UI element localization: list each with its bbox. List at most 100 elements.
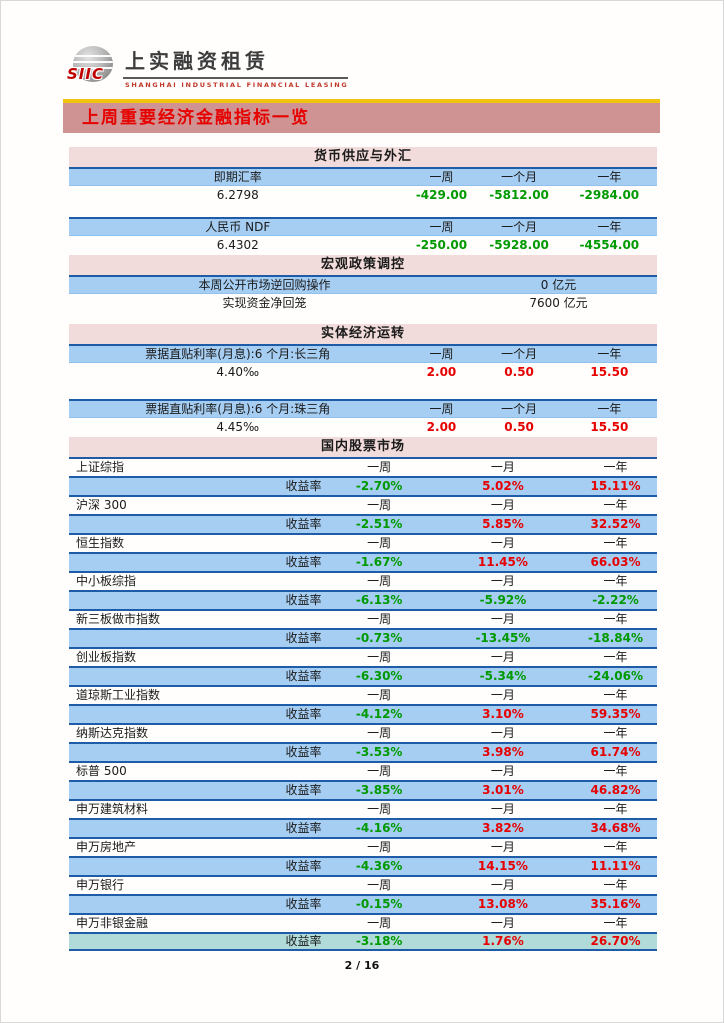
col-week: 一周 [367,536,392,550]
index-name: 上证综指 [76,460,125,474]
return-week: -3.85% [355,783,403,797]
row-label: 票据直贴利率(月息):6 个月:长三角 [145,346,331,361]
return-month: 3.98% [482,745,524,759]
index-name-row: 新三板做市指数 一周 一月 一年 [69,609,657,628]
logo-company-name-en: SHANGHAI INDUSTRIAL FINANCIAL LEASING [125,81,349,89]
index-name: 申万建筑材料 [76,802,149,816]
index-name-row: 申万非银金融 一周 一月 一年 [69,913,657,932]
section-header-macro-policy: 宏观政策调控 [69,255,657,275]
return-week: -3.18% [355,934,403,948]
col-year: 一年 [603,574,628,588]
logo-company-name-cn: 上实融资租赁 [123,43,349,79]
return-month: -5.92% [479,593,527,607]
return-year: 61.74% [590,745,641,759]
col-week: 一周 [367,612,392,626]
return-month: 1.76% [482,934,524,948]
company-logo: SIIC 上实融资租赁 SHANGHAI INDUSTRIAL FINANCIA… [67,43,723,89]
col-week: 一周 [429,219,454,234]
change-year: -2984.00 [579,188,640,202]
index-name-row: 创业板指数 一周 一月 一年 [69,647,657,666]
change-week: 2.00 [426,420,457,434]
change-year: 15.50 [590,420,629,434]
col-month: 一月 [490,916,515,930]
change-week: -429.00 [415,188,468,202]
indicator-tables: 货币供应与外汇 即期汇率 一周 一个月 一年 6.2798 -429.00 -5… [69,147,657,951]
return-month: -5.34% [479,669,527,683]
yield-label: 收益率 [285,897,322,911]
section-header-money-fx: 货币供应与外汇 [69,147,657,167]
index-yield-row: 收益率 -0.73% -13.45% -18.84% [69,628,657,647]
index-name: 沪深 300 [76,498,127,512]
index-yield-row: 收益率 -1.67% 11.45% 66.03% [69,552,657,571]
stock-index-block: 恒生指数 一周 一月 一年 收益率 -1.67% 11.45% 66.03% [69,533,657,571]
col-week: 一周 [367,650,392,664]
change-month: 0.50 [504,420,534,434]
index-name-row: 申万银行 一周 一月 一年 [69,875,657,894]
yield-label: 收益率 [285,859,322,873]
return-year: 34.68% [590,821,641,835]
page-number: 2 / 16 [344,959,380,972]
yield-label: 收益率 [285,555,322,569]
col-month: 一月 [490,878,515,892]
col-year: 一年 [603,536,628,550]
index-name: 道琼斯工业指数 [76,688,161,702]
stock-index-block: 申万房地产 一周 一月 一年 收益率 -4.36% 14.15% 11.11% [69,837,657,875]
stock-rows: 上证综指 一周 一月 一年 收益率 -2.70% 5.02% 15.11% 沪深… [69,457,657,951]
return-year: 26.70% [590,934,641,948]
col-month: 一月 [490,840,515,854]
col-year: 一年 [597,219,622,234]
change-week: -250.00 [415,238,468,252]
index-name: 纳斯达克指数 [76,726,149,740]
return-year: -18.84% [588,631,643,645]
index-yield-row: 收益率 -4.36% 14.15% 11.11% [69,856,657,875]
return-year: -24.06% [588,669,643,683]
return-year: 66.03% [590,555,641,569]
return-month: 3.10% [482,707,524,721]
index-name-row: 沪深 300 一周 一月 一年 [69,495,657,514]
table-data-row: 4.40‰ 2.00 0.50 15.50 [69,363,657,382]
change-month: -5812.00 [489,188,549,202]
macro-value: 0 亿元 [540,277,577,292]
col-month: 一个月 [501,346,538,361]
col-year: 一年 [603,840,628,854]
stock-index-block: 申万非银金融 一周 一月 一年 收益率 -3.18% 1.76% 26.70% [69,913,657,951]
index-name-row: 中小板综指 一周 一月 一年 [69,571,657,590]
index-name: 新三板做市指数 [76,612,161,626]
yield-label: 收益率 [285,783,322,797]
return-year: 46.82% [590,783,641,797]
index-yield-row: 收益率 -3.18% 1.76% 26.70% [69,932,657,951]
stock-index-block: 上证综指 一周 一月 一年 收益率 -2.70% 5.02% 15.11% [69,457,657,495]
macro-label: 实现资金净回笼 [222,296,307,310]
return-year: -2.22% [592,593,639,607]
yield-label: 收益率 [285,517,322,531]
col-month: 一月 [490,764,515,778]
col-month: 一月 [490,536,515,550]
index-name: 申万非银金融 [76,916,149,930]
table-data-row: 6.4302 -250.00 -5928.00 -4554.00 [69,236,657,255]
col-week: 一周 [367,460,392,474]
col-week: 一周 [367,498,392,512]
row-label: 即期汇率 [213,169,262,184]
index-name-row: 恒生指数 一周 一月 一年 [69,533,657,552]
col-week: 一周 [367,726,392,740]
index-name: 标普 500 [76,764,127,778]
col-year: 一年 [603,650,628,664]
return-week: -4.12% [355,707,403,721]
col-year: 一年 [597,401,622,416]
index-yield-row: 收益率 -4.16% 3.82% 34.68% [69,818,657,837]
current-value: 6.2798 [216,188,259,202]
yield-label: 收益率 [285,631,322,645]
yield-label: 收益率 [285,593,322,607]
stock-index-block: 纳斯达克指数 一周 一月 一年 收益率 -3.53% 3.98% 61.74% [69,723,657,761]
change-month: -5928.00 [489,238,549,252]
return-month: 5.02% [482,479,524,493]
col-week: 一周 [367,574,392,588]
col-month: 一个月 [501,219,538,234]
return-month: 13.08% [477,897,528,911]
col-month: 一月 [490,688,515,702]
col-week: 一周 [367,916,392,930]
col-month: 一月 [490,802,515,816]
logo-text: 上实融资租赁 SHANGHAI INDUSTRIAL FINANCIAL LEA… [123,43,349,89]
row-label: 票据直贴利率(月息):6 个月:珠三角 [145,401,331,416]
return-week: -0.15% [355,897,403,911]
